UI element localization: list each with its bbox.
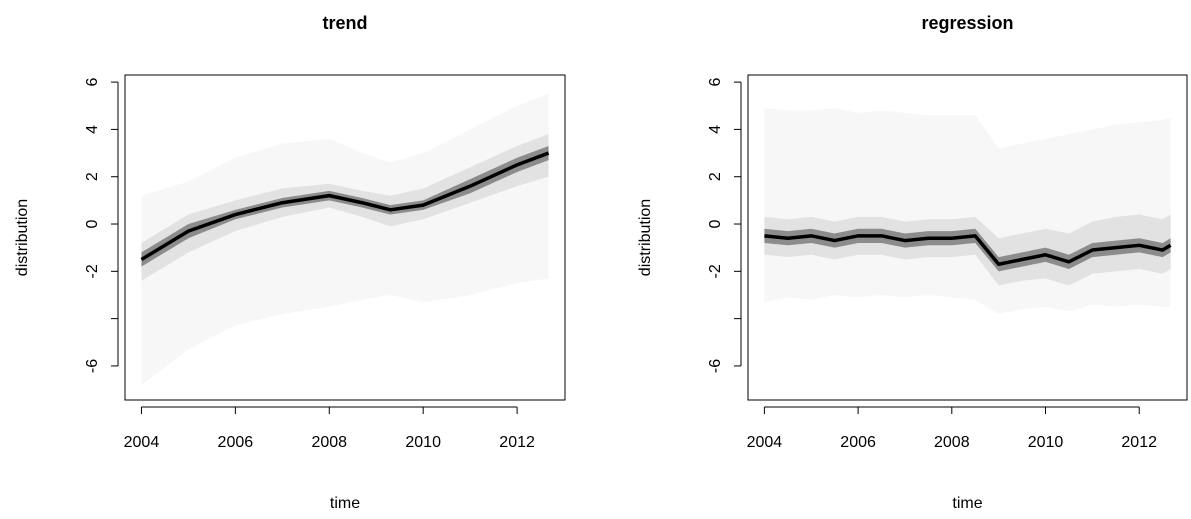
chart-title: trend <box>323 13 368 33</box>
x-tick-label: 2008 <box>934 434 970 451</box>
plot-box <box>747 74 1188 401</box>
y-tick-label: 2 <box>707 172 724 181</box>
x-axis-label: time <box>952 495 982 512</box>
x-tick-label: 2006 <box>218 434 254 451</box>
x-tick-label: 2008 <box>311 434 347 451</box>
x-tick-label: 2010 <box>1028 434 1064 451</box>
chart-title: regression <box>921 13 1013 33</box>
median-line <box>764 234 1172 266</box>
y-tick-label: 2 <box>84 172 101 181</box>
y-tick-label: -2 <box>84 264 101 278</box>
x-tick-label: 2012 <box>1121 434 1157 451</box>
x-axis-label: time <box>330 495 360 512</box>
y-tick-label: 4 <box>707 125 724 134</box>
y-tick-label: -2 <box>707 264 724 278</box>
y-tick-label: 4 <box>84 125 101 134</box>
x-tick-label: 2004 <box>747 434 783 451</box>
y-tick-label: 0 <box>84 219 101 228</box>
y-tick-label: 6 <box>707 78 724 87</box>
y-tick-label: -6 <box>84 359 101 373</box>
band <box>141 93 549 385</box>
y-axis-label: distribution <box>14 199 31 276</box>
band <box>764 108 1171 314</box>
x-tick-label: 2010 <box>405 434 441 451</box>
y-tick-label: -6 <box>707 359 724 373</box>
x-tick-label: 2004 <box>124 434 160 451</box>
y-tick-label: 0 <box>707 219 724 228</box>
x-tick-label: 2006 <box>840 434 876 451</box>
median-line <box>140 151 550 261</box>
y-axis-label: distribution <box>637 199 654 276</box>
band <box>141 134 549 281</box>
y-tick-label: 6 <box>84 78 101 87</box>
x-tick-label: 2012 <box>499 434 535 451</box>
plot-box <box>124 74 566 401</box>
